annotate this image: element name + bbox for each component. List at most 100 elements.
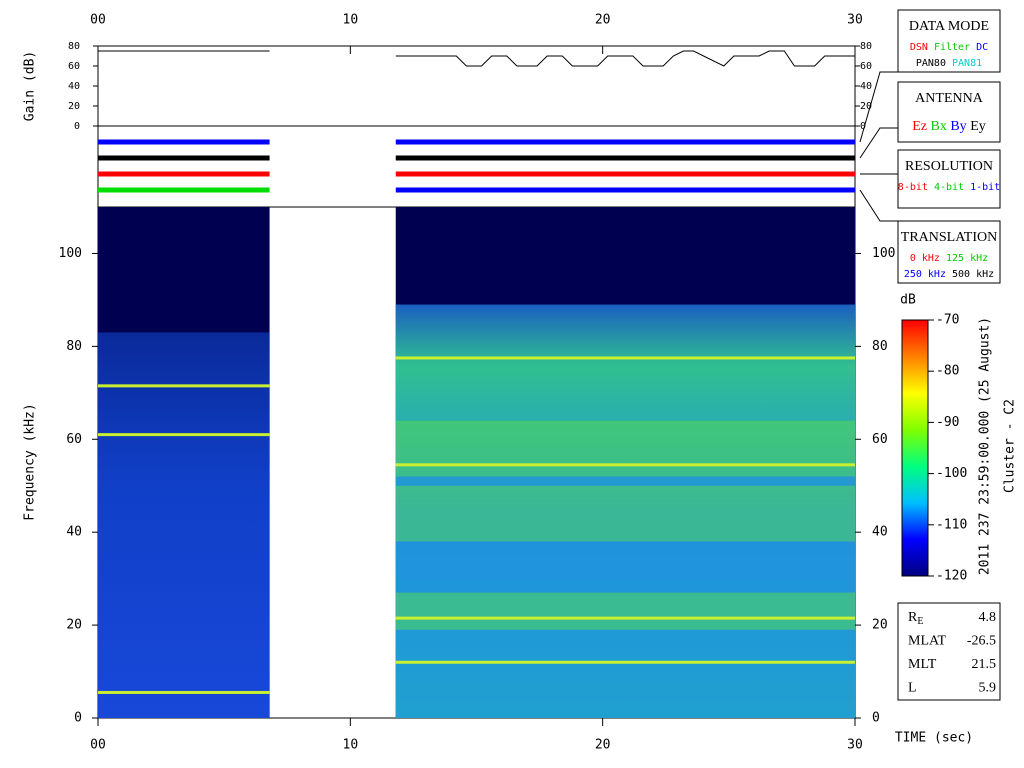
y-tick-label: 20 xyxy=(860,101,872,112)
mode-bar xyxy=(98,155,270,161)
x-tick-label: 10 xyxy=(343,13,359,28)
legend-item: By xyxy=(950,119,966,134)
legend-row: 0 kHz 125 kHz xyxy=(910,253,988,264)
y-tick-label: 60 xyxy=(66,432,82,447)
legend-item: DSN xyxy=(910,42,928,53)
legend-item: 4-bit xyxy=(934,182,964,193)
orbit-value: 5.9 xyxy=(979,681,997,696)
noise-region xyxy=(98,332,270,718)
orbit-label: L xyxy=(908,681,917,696)
colorbar-tick-label: -80 xyxy=(936,364,959,379)
y-tick-label: 100 xyxy=(59,246,82,261)
spectral-line xyxy=(98,433,270,437)
y-tick-label: 0 xyxy=(872,711,880,726)
x-tick-label: 20 xyxy=(595,13,611,28)
y-tick-label: 100 xyxy=(872,246,895,261)
colorbar-tick-label: -100 xyxy=(936,466,967,481)
colorbar-tick-label: -90 xyxy=(936,415,959,430)
mode-bar xyxy=(395,171,855,177)
mode-bar xyxy=(395,139,855,145)
legend-item: PAN80 xyxy=(916,58,946,69)
y-tick-label: 80 xyxy=(860,41,872,52)
legend-row: DSN Filter DC xyxy=(910,42,988,53)
y-tick-label: 20 xyxy=(66,618,82,633)
legend-item: Ez xyxy=(912,119,927,134)
y-tick-label: 20 xyxy=(872,618,888,633)
legend-item: 8-bit xyxy=(898,182,928,193)
x-tick-label: 30 xyxy=(847,13,863,28)
colorbar xyxy=(901,319,929,577)
legend-item: 125 kHz xyxy=(946,253,988,264)
info-box xyxy=(897,602,1001,701)
legend-title: RESOLUTION xyxy=(905,159,993,174)
mode-bar xyxy=(98,187,270,193)
legend-title: ANTENNA xyxy=(915,91,984,106)
colorbar-tick-label: -70 xyxy=(936,313,959,328)
x-tick-label: 00 xyxy=(90,13,106,28)
spectral-line xyxy=(395,463,855,467)
connector xyxy=(859,71,898,143)
legend-item: Bx xyxy=(931,119,947,134)
x-tick-label: 10 xyxy=(343,738,359,753)
y-tick-label: 40 xyxy=(68,81,80,92)
legend-title: DATA MODE xyxy=(909,19,989,34)
orbit-value: -26.5 xyxy=(967,634,996,649)
legend-item: PAN81 xyxy=(952,58,982,69)
spectral-line xyxy=(98,690,270,694)
legend-box xyxy=(897,220,1001,284)
orbit-label: MLT xyxy=(908,657,937,672)
gain-frame xyxy=(97,45,856,127)
y-tick-label: 80 xyxy=(68,41,80,52)
emission-band xyxy=(395,420,855,477)
x-tick-label: 30 xyxy=(847,738,863,753)
connectors xyxy=(859,71,898,222)
freq-label: Frequency (kHz) xyxy=(23,403,38,520)
y-tick-label: 20 xyxy=(68,101,80,112)
legend-box xyxy=(897,149,1001,209)
legend-box xyxy=(897,81,1001,143)
gain-line xyxy=(395,50,855,67)
y-tick-label: 80 xyxy=(872,339,888,354)
mode-bar xyxy=(395,187,855,193)
timestamp: 2011 237 23:59:00.000 (25 August) xyxy=(978,317,993,575)
spacecraft: Cluster - C2 xyxy=(1003,399,1018,493)
y-tick-label: 40 xyxy=(860,81,872,92)
y-tick-label: 60 xyxy=(872,432,888,447)
legend-item: 1-bit xyxy=(970,182,1000,193)
emission-band xyxy=(395,485,855,542)
colorbar-tick-label: -110 xyxy=(936,517,967,532)
legend-item: DC xyxy=(976,42,988,53)
y-tick-label: 40 xyxy=(66,525,82,540)
legend-row: 250 kHz 500 kHz xyxy=(904,269,994,280)
y-tick-label: 60 xyxy=(68,61,80,72)
y-tick-label: 0 xyxy=(74,121,80,132)
connector xyxy=(859,189,898,222)
x-tick-label: 20 xyxy=(595,738,611,753)
y-tick-label: 80 xyxy=(66,339,82,354)
connector xyxy=(859,127,898,159)
legend-item: 500 kHz xyxy=(952,269,994,280)
orbit-label: MLAT xyxy=(908,634,947,649)
legend-row: Ez Bx By Ey xyxy=(912,119,986,134)
legend-title: TRANSLATION xyxy=(901,230,997,245)
x-tick-label: 00 xyxy=(90,738,106,753)
colorbar-tick-label: -120 xyxy=(936,569,967,584)
legend-row: PAN80 PAN81 xyxy=(916,58,982,69)
legend-item: Ey xyxy=(970,119,986,134)
y-tick-label: 0 xyxy=(74,711,82,726)
x-label: TIME (sec) xyxy=(895,731,973,746)
noise-region xyxy=(395,304,855,718)
orbit-subscript: E xyxy=(917,616,923,627)
orbit-value: 21.5 xyxy=(972,657,997,672)
colorbar-label: dB xyxy=(900,293,916,308)
spectral-line xyxy=(395,616,855,620)
legend-row: 8-bit 4-bit 1-bit xyxy=(898,182,1000,193)
y-tick-label: 40 xyxy=(872,525,888,540)
spectral-line xyxy=(395,356,855,360)
spectral-line xyxy=(98,384,270,388)
legend-item: Filter xyxy=(934,42,970,53)
y-tick-label: 0 xyxy=(860,121,866,132)
legend-item: 0 kHz xyxy=(910,253,940,264)
